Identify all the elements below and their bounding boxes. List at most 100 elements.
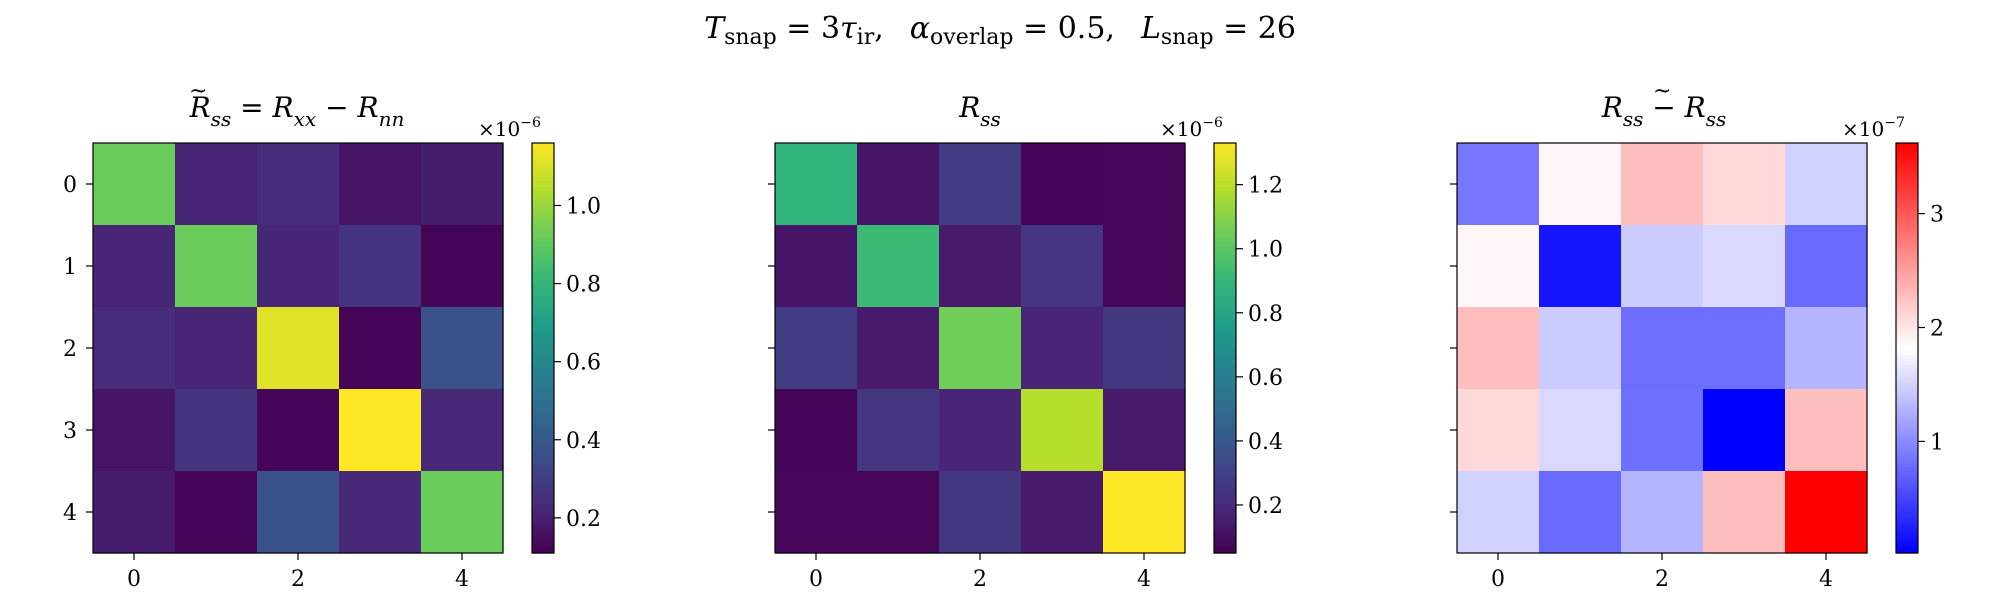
heatmap-2-cell-0-0 [775, 143, 858, 226]
heatmap-2 [775, 143, 1186, 554]
colorbar-2-segment [1214, 539, 1236, 544]
colorbar-3-segment [1896, 515, 1918, 520]
colorbar-3-segment [1896, 501, 1918, 506]
heatmap-2-cell-1-1 [857, 225, 940, 308]
heatmap-2-cell-3-3 [1021, 389, 1104, 472]
colorbar-1-segment [532, 406, 554, 411]
colorbar-2-segment [1214, 402, 1236, 407]
colorbar-1-segment [532, 460, 554, 465]
colorbar-1-segment [532, 371, 554, 376]
colorbar-3-segment [1896, 389, 1918, 394]
heatmap-3-cell-2-0 [1457, 307, 1540, 390]
colorbar-3-segment [1896, 348, 1918, 353]
colorbar-3-segment [1896, 419, 1918, 424]
colorbar-2-segment [1214, 426, 1236, 431]
colorbar-2-segment [1214, 341, 1236, 346]
colorbar-1-segment [532, 542, 554, 547]
heatmap-1-cell-1-3 [339, 225, 422, 308]
colorbar-1-segment [532, 235, 554, 240]
heatmap-3-xtick-label-4: 4 [1819, 567, 1833, 592]
colorbar-1-segment [532, 259, 554, 264]
colorbar-3-segment [1896, 276, 1918, 281]
heatmap-1-cell-0-4 [421, 143, 504, 226]
colorbar-1-segment [532, 518, 554, 523]
colorbar-1-segment [532, 276, 554, 281]
colorbar-1-segment [532, 225, 554, 230]
heatmap-1-cell-3-4 [421, 389, 504, 472]
colorbar-3-segment [1896, 354, 1918, 359]
heatmap-2-xtick-label-4: 4 [1137, 567, 1151, 592]
colorbar-1-segment [532, 317, 554, 322]
colorbar-3-segment [1896, 255, 1918, 260]
colorbar-1-segment [532, 467, 554, 472]
colorbar-2-segment [1214, 266, 1236, 271]
colorbar-2-segment [1214, 515, 1236, 520]
colorbar-3-segment [1896, 259, 1918, 264]
colorbar-3-segment [1896, 317, 1918, 322]
colorbar-2-segment [1214, 238, 1236, 243]
colorbar-3-segment [1896, 498, 1918, 503]
heatmap-2-cell-4-3 [1021, 471, 1104, 554]
heatmap-2-cell-0-2 [939, 143, 1022, 226]
colorbar-1-segment [532, 546, 554, 551]
colorbar-1-segment [532, 262, 554, 267]
colorbar-3-segment [1896, 505, 1918, 510]
colorbar-2-segment [1214, 392, 1236, 397]
colorbar-1-segment [532, 385, 554, 390]
heatmap-2-cell-1-0 [775, 225, 858, 308]
colorbar-1-segment [532, 245, 554, 250]
heatmap-3-cell-2-1 [1539, 307, 1622, 390]
colorbar-3-segment [1896, 266, 1918, 271]
colorbar-3-segment [1896, 341, 1918, 346]
colorbar-2-segment [1214, 170, 1236, 175]
colorbar-2-segment [1214, 156, 1236, 161]
colorbar-2-segment [1214, 207, 1236, 212]
heatmap-3-cell-2-4 [1785, 307, 1868, 390]
colorbar-3-segment [1896, 430, 1918, 435]
colorbar-3-segment [1896, 272, 1918, 277]
colorbar-1-segment [532, 143, 554, 148]
heatmap-3-cell-3-2 [1621, 389, 1704, 472]
colorbar-3-segment [1896, 378, 1918, 383]
colorbar-2-segment [1214, 385, 1236, 390]
colorbar-3-segment [1896, 324, 1918, 329]
colorbar-3-segment [1896, 457, 1918, 462]
colorbar-2-segment [1214, 471, 1236, 476]
colorbar-3-segment [1896, 535, 1918, 540]
colorbar-2-segment [1214, 184, 1236, 189]
colorbar-3-segment [1896, 173, 1918, 178]
heatmap-1-ytick-label-4: 4 [63, 501, 77, 526]
colorbar-1-segment [532, 204, 554, 209]
colorbar-3-segment [1896, 522, 1918, 527]
heatmap-3-cell-0-1 [1539, 143, 1622, 226]
colorbar-2-frame [1213, 142, 1237, 554]
colorbar-2-segment [1214, 307, 1236, 312]
heatmap-1 [93, 143, 504, 554]
heatmap-3-y-axis [1450, 183, 1457, 513]
colorbar-3-segment [1896, 184, 1918, 189]
colorbar-1-segment [532, 361, 554, 366]
colorbar-2-segment [1214, 399, 1236, 404]
colorbar-1-frame [531, 142, 555, 554]
colorbar-2-tick-label-4: 1.0 [1248, 238, 1283, 263]
colorbar-1-segment [532, 351, 554, 356]
heatmap-3-cell-2-2 [1621, 307, 1704, 390]
colorbar-2-segment [1214, 361, 1236, 366]
heatmap-3-cell-0-2 [1621, 143, 1704, 226]
colorbar-2-segment [1214, 423, 1236, 428]
colorbar-1-segment [532, 423, 554, 428]
colorbar-1-segment [532, 255, 554, 260]
colorbar-1-segment [532, 368, 554, 373]
colorbar-1-segment [532, 170, 554, 175]
colorbar-3-segment [1896, 433, 1918, 438]
colorbar-3-segment [1896, 146, 1918, 151]
colorbar-1 [531, 142, 555, 554]
colorbar-1-segment [532, 194, 554, 199]
colorbar-3-segment [1896, 539, 1918, 544]
colorbar-3-segment [1896, 529, 1918, 534]
colorbar-1-segment [532, 348, 554, 353]
colorbar-1-segment [532, 450, 554, 455]
colorbar-2-segment [1214, 440, 1236, 445]
colorbar-2-segment [1214, 484, 1236, 489]
